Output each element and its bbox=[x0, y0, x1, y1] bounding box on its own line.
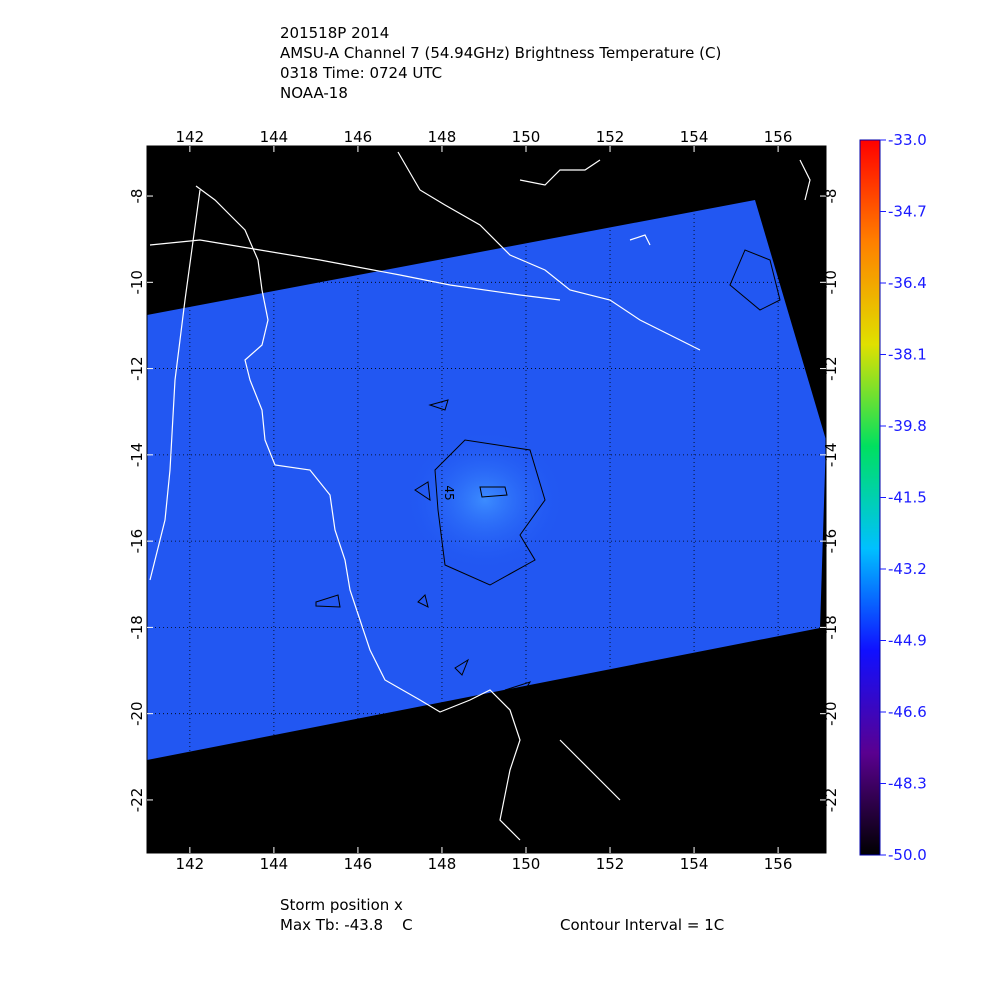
y-tick-label: -14 bbox=[128, 443, 146, 468]
x-tick-label: 156 bbox=[764, 128, 793, 146]
y-tick-label: -16 bbox=[128, 529, 146, 554]
y-tick-label: -10 bbox=[822, 270, 840, 295]
contour bbox=[504, 681, 532, 691]
colorbar-tick-label: -44.9 bbox=[888, 632, 927, 650]
x-tick-label: 148 bbox=[428, 855, 457, 873]
colorbar-tick-label: -48.3 bbox=[888, 775, 927, 793]
map-frame bbox=[146, 145, 827, 854]
contour bbox=[434, 439, 546, 586]
coastline bbox=[799, 159, 811, 201]
colorbar-tick-label: -33.0 bbox=[888, 131, 927, 149]
x-tick-label: 142 bbox=[176, 855, 205, 873]
y-tick-label: -14 bbox=[822, 443, 840, 468]
colorbar-tick-label: -41.5 bbox=[888, 489, 927, 507]
x-tick-label: 144 bbox=[260, 128, 289, 146]
coastline bbox=[149, 189, 201, 581]
y-tick-label: -12 bbox=[128, 356, 146, 381]
x-tick-label: 152 bbox=[596, 128, 625, 146]
title-line: AMSU-A Channel 7 (54.94GHz) Brightness T… bbox=[280, 44, 721, 62]
contours bbox=[315, 249, 781, 691]
y-tick-label: -16 bbox=[822, 529, 840, 554]
colorbar-tick-label: -43.2 bbox=[888, 560, 927, 578]
y-tick-label: -18 bbox=[822, 615, 840, 640]
colorbar-tick-label: -38.1 bbox=[888, 346, 927, 364]
y-tick-label: -22 bbox=[822, 788, 840, 813]
colorbar-tick-label: -34.7 bbox=[888, 203, 927, 221]
title-line: NOAA-18 bbox=[280, 84, 348, 102]
y-tick-label: -22 bbox=[128, 788, 146, 813]
y-tick-label: -8 bbox=[822, 189, 840, 204]
coastline bbox=[149, 239, 561, 301]
footer-line: Contour Interval = 1C bbox=[560, 916, 724, 934]
colorbar-tick-label: -36.4 bbox=[888, 274, 927, 292]
x-tick-label: 154 bbox=[680, 128, 709, 146]
coastline bbox=[519, 159, 601, 186]
y-tick-label: -18 bbox=[128, 615, 146, 640]
coastlines bbox=[149, 151, 811, 841]
title-line: 0318 Time: 0724 UTC bbox=[280, 64, 442, 82]
footer-line: Max Tb: -43.8 C bbox=[280, 916, 413, 934]
y-tick-label: -20 bbox=[128, 701, 146, 726]
x-tick-label: 146 bbox=[344, 855, 373, 873]
y-tick-label: -10 bbox=[128, 270, 146, 295]
x-tick-label: 148 bbox=[428, 128, 457, 146]
coastline bbox=[195, 185, 521, 841]
contour bbox=[479, 486, 508, 498]
x-tick-label: 146 bbox=[344, 128, 373, 146]
colorbar-tick-label: -39.8 bbox=[888, 417, 927, 435]
x-tick-label: 150 bbox=[512, 128, 541, 146]
contour bbox=[315, 594, 341, 608]
contour bbox=[417, 594, 429, 608]
colorbar-tick-label: -46.6 bbox=[888, 703, 927, 721]
contour-label: 45 bbox=[442, 485, 456, 500]
contour bbox=[454, 658, 470, 676]
coastline bbox=[629, 234, 651, 246]
footer-line: Storm position x bbox=[280, 896, 403, 914]
x-tick-label: 150 bbox=[512, 855, 541, 873]
map-content: 45 bbox=[147, 146, 826, 853]
y-tick-label: -12 bbox=[822, 356, 840, 381]
x-tick-label: 142 bbox=[176, 128, 205, 146]
title-line: 201518P 2014 bbox=[280, 24, 389, 42]
coastline bbox=[397, 151, 701, 351]
x-tick-label: 156 bbox=[764, 855, 793, 873]
coastline bbox=[559, 739, 621, 801]
x-tick-label: 144 bbox=[260, 855, 289, 873]
y-tick-label: -8 bbox=[128, 189, 146, 204]
x-tick-label: 154 bbox=[680, 855, 709, 873]
warm-core bbox=[405, 430, 565, 570]
contour bbox=[428, 399, 449, 411]
colorbar-tick-label: -50.0 bbox=[888, 846, 927, 864]
contour bbox=[729, 249, 781, 311]
contour bbox=[414, 481, 431, 502]
colorbar bbox=[859, 139, 881, 856]
y-tick-label: -20 bbox=[822, 701, 840, 726]
x-tick-label: 152 bbox=[596, 855, 625, 873]
